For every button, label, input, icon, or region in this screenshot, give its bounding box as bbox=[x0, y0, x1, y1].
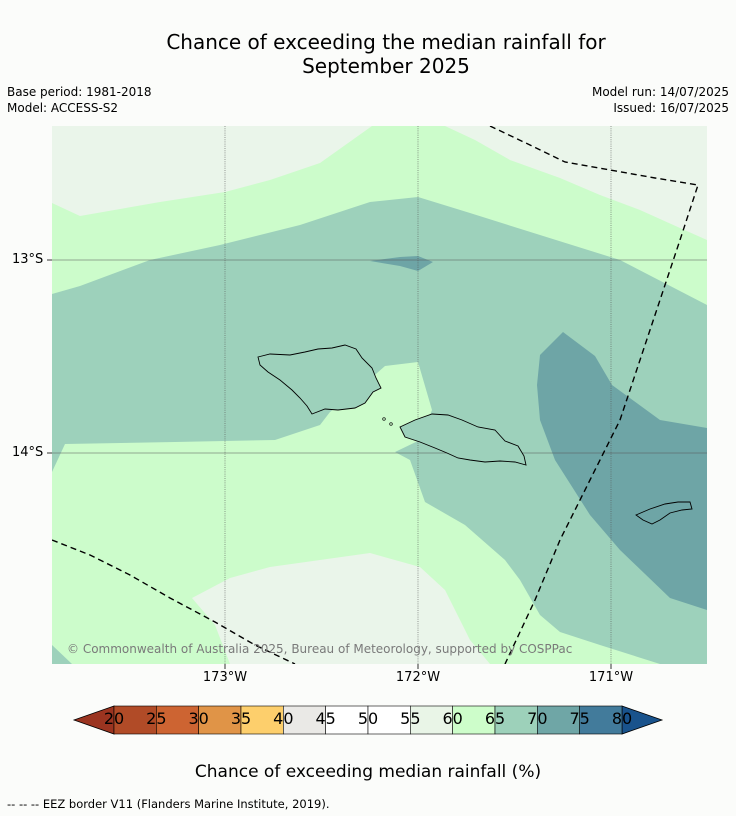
colorbar-segment bbox=[113, 705, 157, 735]
colorbar-tick-label: 20 bbox=[103, 709, 125, 728]
upolu-island bbox=[399, 413, 527, 466]
colorbar-tick-label: 40 bbox=[273, 709, 294, 728]
colorbar-title: Chance of exceeding median rainfall (%) bbox=[194, 762, 542, 782]
colorbar-tick-label: 75 bbox=[569, 709, 590, 728]
eez-border-east bbox=[489, 126, 699, 664]
colorbar-tick-label: 55 bbox=[400, 709, 421, 728]
model-info: Base period: 1981-2018 Model: ACCESS-S2 bbox=[7, 84, 152, 116]
axis-ticks bbox=[47, 259, 612, 669]
contour-70-75-east bbox=[537, 332, 707, 610]
model-run-text: Model run: 14/07/2025 bbox=[591, 85, 729, 99]
savaii-island bbox=[257, 344, 382, 415]
colorbar-tick-label: 60 bbox=[442, 709, 463, 728]
lat-label-13s: 13°S bbox=[12, 252, 44, 267]
colorbar-tick-label: 70 bbox=[527, 709, 548, 728]
eez-legend-text: -- -- -- EEZ border V11 (Flanders Marine… bbox=[7, 797, 330, 811]
colorbar-segment bbox=[156, 705, 199, 735]
forecast-map bbox=[52, 126, 707, 664]
model-text: Model: ACCESS-S2 bbox=[7, 101, 119, 115]
parallels bbox=[52, 259, 707, 454]
colorbar-segment bbox=[579, 705, 623, 735]
islet bbox=[389, 422, 393, 426]
colorbar-segment bbox=[283, 705, 326, 735]
lon-label-173w: 173°W bbox=[202, 670, 248, 685]
islet bbox=[382, 417, 386, 421]
issued-text: Issued: 16/07/2025 bbox=[613, 101, 729, 115]
chart-title: Chance of exceeding the median rainfall … bbox=[0, 30, 736, 78]
colorbar-segment bbox=[198, 705, 242, 735]
lon-label-171w: 171°W bbox=[588, 670, 634, 685]
colorbar-tick-label: 35 bbox=[230, 709, 252, 728]
lat-label-14s: 14°S bbox=[12, 445, 44, 460]
tutuila-island bbox=[635, 501, 693, 525]
contour-55-60-south bbox=[192, 553, 490, 664]
colorbar-segment bbox=[410, 705, 453, 735]
colorbar-segment bbox=[240, 705, 284, 735]
colorbar-tick-label: 45 bbox=[315, 709, 336, 728]
contour-65-70-band bbox=[52, 197, 707, 664]
contour-55-60-north bbox=[52, 126, 372, 216]
copyright-notice: © Commonwealth of Australia 2025, Bureau… bbox=[67, 642, 573, 656]
colorbar-tick-label: 30 bbox=[188, 709, 209, 728]
contour-55-60-northeast bbox=[445, 126, 707, 240]
colorbar-tick-label: 50 bbox=[357, 709, 379, 728]
colorbar-tick-label: 65 bbox=[484, 709, 506, 728]
base-period-text: Base period: 1981-2018 bbox=[7, 85, 152, 99]
colorbar bbox=[72, 705, 664, 735]
colorbar-segment bbox=[537, 705, 580, 735]
title-line-1: Chance of exceeding the median rainfall … bbox=[166, 30, 606, 54]
eez-border-southwest bbox=[52, 539, 296, 664]
colorbar-segment bbox=[325, 705, 369, 735]
colorbar-tick-label: 25 bbox=[146, 709, 167, 728]
colorbar-segment bbox=[452, 705, 496, 735]
run-info: Model run: 14/07/2025 Issued: 16/07/2025 bbox=[592, 84, 729, 116]
colorbar-segment bbox=[367, 705, 411, 735]
eez-border bbox=[52, 126, 699, 664]
lon-label-172w: 172°W bbox=[395, 670, 441, 685]
colorbar-tick-label: 80 bbox=[611, 709, 633, 728]
graticule bbox=[224, 126, 612, 664]
title-line-2: September 2025 bbox=[302, 54, 470, 78]
contour-65-70-southwest bbox=[52, 645, 72, 664]
